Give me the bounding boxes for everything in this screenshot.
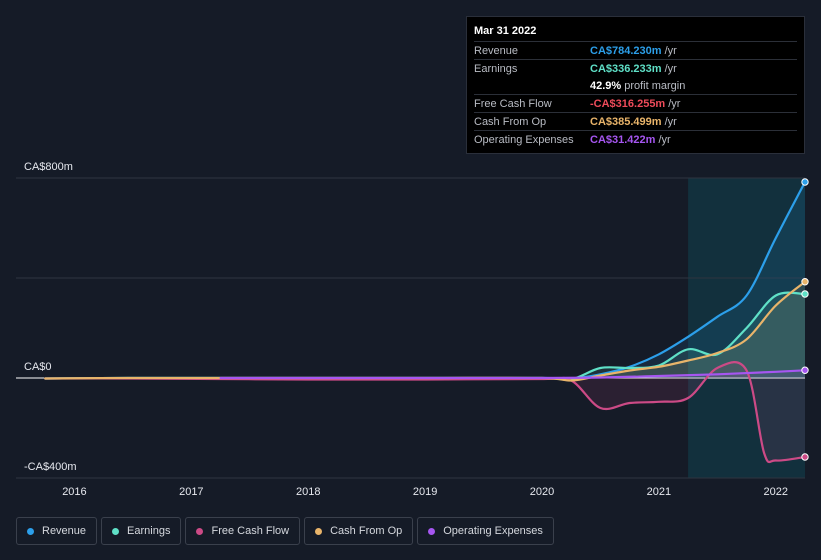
- legend-dot-icon: [27, 527, 34, 535]
- series-area-0: [45, 182, 805, 379]
- tooltip-unit: /yr: [664, 62, 677, 75]
- legend-label: Operating Expenses: [443, 525, 543, 537]
- tooltip-value: CA$784.230m: [590, 44, 662, 57]
- tooltip-date: Mar 31 2022: [474, 25, 537, 37]
- series-end-dots: [801, 178, 809, 461]
- series-lines: [44, 180, 807, 464]
- legend-label: Earnings: [127, 525, 171, 537]
- tooltip-row: Revenue CA$784.230m/yr: [474, 41, 797, 59]
- series-line-free-cash-flow: [44, 361, 807, 464]
- legend-label: Cash From Op: [330, 525, 403, 537]
- y-axis-labels: CA$800m CA$0 -CA$400m: [24, 161, 77, 473]
- x-tick-label: 2020: [530, 486, 554, 498]
- tooltip-rows: Revenue CA$784.230m/yr Earnings CA$336.233m…: [474, 41, 797, 148]
- tooltip-label: Earnings: [474, 62, 518, 75]
- tooltip-row: Operating Expenses CA$31.422m/yr: [474, 130, 797, 148]
- legend-dot-icon: [315, 527, 323, 535]
- series-area-2: [45, 362, 805, 463]
- series-line-operating-expenses: [219, 369, 807, 380]
- series-end-point: [801, 278, 809, 286]
- x-tick-label: 2021: [647, 486, 671, 498]
- legend-item[interactable]: Cash From Op: [304, 517, 414, 545]
- legend: Revenue Earnings Free Cash Flow Cash From O…: [16, 517, 554, 545]
- tooltip-label: Operating Expenses: [474, 133, 574, 146]
- series-end-point: [801, 366, 809, 374]
- series-end-point: [801, 290, 809, 298]
- tooltip-unit: /yr: [664, 44, 677, 57]
- tooltip-label: Cash From Op: [474, 115, 547, 128]
- legend-dot-icon: [428, 527, 436, 535]
- x-tick-label: 2017: [179, 486, 203, 498]
- tooltip-row: Earnings CA$336.233m/yr: [474, 59, 797, 77]
- legend-item[interactable]: Free Cash Flow: [185, 517, 301, 545]
- y-tick-label: CA$800m: [24, 161, 73, 173]
- legend-item[interactable]: Operating Expenses: [417, 517, 554, 545]
- series-end-point: [801, 178, 809, 186]
- tooltip-unit: profit margin: [624, 79, 686, 92]
- tooltip-unit: /yr: [668, 97, 681, 110]
- grid: [16, 177, 805, 479]
- x-tick-label: 2018: [296, 486, 320, 498]
- tooltip-value: 42.9%: [590, 79, 622, 92]
- legend-label: Revenue: [42, 525, 87, 537]
- tooltip-value: CA$31.422m: [590, 133, 656, 146]
- y-tick-label: -CA$400m: [24, 461, 77, 473]
- x-axis-labels: 2016 2017 2018 2019 2020 2021 2022: [62, 486, 788, 498]
- tooltip-unit: /yr: [658, 133, 671, 146]
- tooltip-row: 42.9% profit margin: [474, 77, 797, 94]
- legend-item[interactable]: Revenue: [16, 517, 98, 545]
- tooltip-value: -CA$316.255m: [590, 97, 666, 110]
- series-end-point: [801, 453, 809, 461]
- tooltip-value: CA$385.499m: [590, 115, 662, 128]
- tooltip-row: Cash From Op CA$385.499m/yr: [474, 112, 797, 130]
- tooltip: Mar 31 2022 Revenue CA$784.230m/yr Earning…: [466, 16, 805, 154]
- y-tick-label: CA$0: [24, 361, 52, 373]
- tooltip-unit: /yr: [664, 115, 677, 128]
- x-tick-label: 2022: [764, 486, 788, 498]
- series-area-3: [45, 281, 805, 381]
- legend-dot-icon: [196, 527, 204, 535]
- tooltip-value: CA$336.233m: [590, 62, 662, 75]
- tooltip-label: Free Cash Flow: [474, 97, 552, 110]
- x-tick-label: 2016: [62, 486, 86, 498]
- series-area-1: [45, 292, 805, 380]
- legend-label: Free Cash Flow: [211, 525, 290, 537]
- tooltip-row: Free Cash Flow -CA$316.255m/yr: [474, 94, 797, 112]
- tooltip-label: Revenue: [474, 44, 519, 57]
- legend-dot-icon: [112, 527, 120, 535]
- legend-item[interactable]: Earnings: [101, 517, 182, 545]
- x-tick-label: 2019: [413, 486, 437, 498]
